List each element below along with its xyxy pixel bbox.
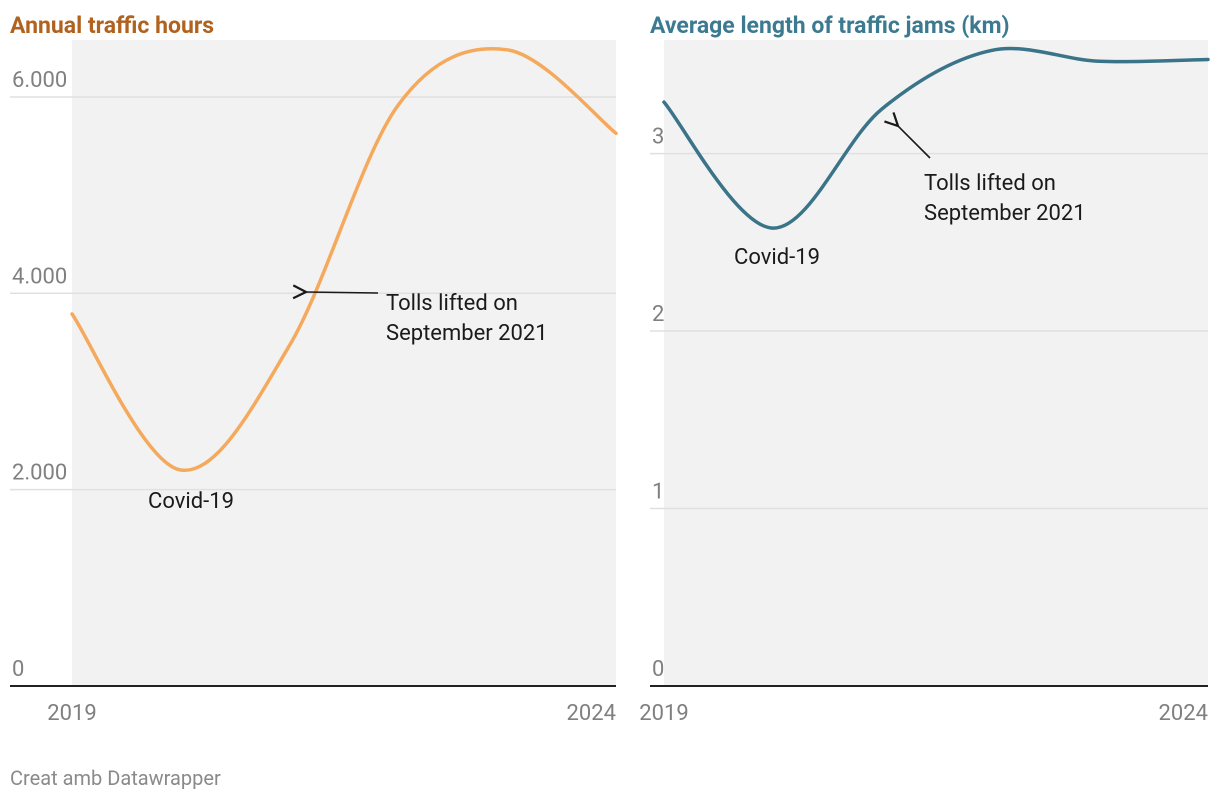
y-tick-label: 1 (652, 480, 664, 505)
y-tick-label: 0 (652, 657, 664, 682)
y-tick-label: 0 (12, 657, 24, 682)
annotation-arrow (898, 126, 931, 159)
annotation-arrow (306, 292, 379, 293)
annotation: September 2021 (924, 201, 1086, 226)
x-tick-label: 2024 (1159, 701, 1208, 726)
y-tick-label: 2.000 (12, 461, 67, 486)
plot-background (72, 40, 616, 686)
x-tick-label: 2019 (47, 701, 96, 726)
line (70, 47, 618, 472)
annotation: Covid-19 (148, 489, 234, 514)
y-tick-label: 4.000 (12, 264, 67, 289)
chart-title: Annual traffic hours (10, 12, 214, 39)
x-tick-label: 2024 (567, 701, 616, 726)
annotation: Tolls lifted on (386, 291, 518, 316)
annotation: Covid-19 (734, 245, 820, 270)
footer: Creat amb Datawrapper (10, 766, 221, 790)
line (662, 46, 1210, 230)
y-tick-label: 2 (652, 302, 664, 327)
annotation: Tolls lifted on (924, 171, 1056, 196)
plot-background (664, 40, 1208, 686)
chart-title: Average length of traffic jams (km) (650, 12, 1010, 39)
x-tick-label: 2019 (639, 701, 688, 726)
y-tick-label: 6.000 (12, 68, 67, 93)
y-tick-label: 3 (652, 125, 664, 150)
annotation: September 2021 (386, 321, 548, 346)
